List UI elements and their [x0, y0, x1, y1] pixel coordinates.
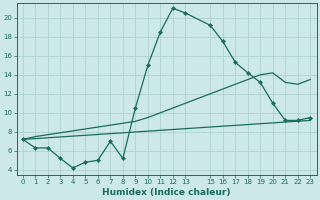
X-axis label: Humidex (Indice chaleur): Humidex (Indice chaleur): [102, 188, 231, 197]
